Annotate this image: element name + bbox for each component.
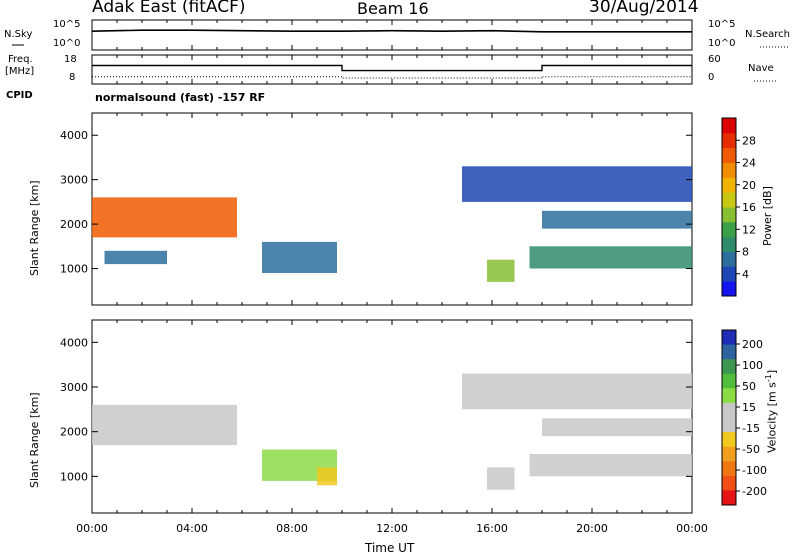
nsearch-tick-bottom: 10^0: [708, 38, 736, 49]
power-region: [104, 250, 167, 265]
power-colorbar-swatch: [722, 221, 736, 238]
y-tick-label: 1000: [60, 263, 88, 276]
power-colorbar-tick-label: 4: [742, 268, 749, 281]
nsky-line: [91, 29, 692, 33]
velocity-colorbar-swatch: [722, 432, 736, 448]
power-colorbar-tick-label: 20: [742, 179, 756, 192]
velocity-colorbar-swatch: [722, 388, 736, 404]
power-colorbar-tick-label: 24: [742, 157, 756, 170]
x-tick-label: 04:00: [176, 522, 208, 535]
x-tick-label: 08:00: [276, 522, 308, 535]
power-colorbar-swatch: [722, 251, 736, 267]
velocity-colorbar-swatch: [722, 344, 736, 360]
power-region: [487, 259, 515, 282]
power-region: [262, 241, 337, 273]
nsearch-label: N.Search: [745, 29, 791, 40]
velocity-colorbar-swatch: [722, 475, 736, 491]
y-tick-label: 3000: [60, 174, 88, 187]
velocity-colorbar-swatch: [722, 373, 736, 389]
x-tick-label: 00:00: [676, 522, 708, 535]
power-colorbar-swatch: [722, 132, 736, 149]
velocity-colorbar-tick-label: 200: [742, 338, 763, 351]
power-colorbar-swatch: [722, 147, 736, 163]
power-colorbar-swatch: [722, 266, 736, 282]
velocity-colorbar-tick-label: 15: [742, 401, 756, 414]
velocity-region: [542, 418, 692, 437]
station-title: Adak East (fitACF): [92, 0, 246, 17]
velocity-region: [92, 404, 237, 446]
x-tick-label: 12:00: [376, 522, 408, 535]
cpid-label: CPID: [6, 90, 33, 101]
x-tick-label: 16:00: [476, 522, 508, 535]
velocity-colorbar-tick-label: -50: [742, 443, 760, 456]
freq-unit-label: [MHz]: [5, 66, 35, 77]
velocity-colorbar-tick-label: 50: [742, 380, 756, 393]
velocity-region: [317, 467, 337, 486]
y-tick-label: 3000: [60, 381, 88, 394]
velocity-colorbar-swatch: [722, 402, 736, 418]
beam-title: Beam 16: [357, 0, 429, 18]
velocity-region: [529, 454, 692, 477]
y-tick-label: 1000: [60, 470, 88, 483]
power-region: [92, 197, 237, 238]
nsky-tick-bottom: 10^0: [53, 38, 81, 49]
cpid-text: normalsound (fast) -157 RF: [95, 91, 266, 104]
y-tick-label: 4000: [60, 336, 88, 349]
velocity-colorbar-swatch: [722, 359, 736, 375]
velocity-colorbar-swatch: [722, 330, 736, 346]
power-region: [462, 166, 692, 202]
nave-tick-top: 60: [708, 54, 721, 65]
nsky-label: N.Sky: [4, 29, 33, 40]
power-colorbar-tick-label: 16: [742, 201, 756, 214]
freq-line: [92, 64, 692, 72]
power-colorbar-swatch: [722, 162, 736, 178]
power-colorbar-tick-label: 8: [742, 246, 749, 259]
nsearch-tick-top: 10^5: [708, 19, 736, 30]
date-title: 30/Aug/2014: [589, 0, 699, 17]
velocity-colorbar-swatch: [722, 490, 736, 506]
freq-tick-bottom: 8: [69, 72, 76, 83]
x-axis-label: Time UT: [365, 541, 415, 555]
y-tick-label: 2000: [60, 426, 88, 439]
velocity-region: [462, 373, 692, 410]
velocity-colorbar-tick-label: -100: [742, 464, 767, 477]
x-tick-label: 20:00: [576, 522, 608, 535]
power-region: [542, 210, 692, 229]
power-colorbar-swatch: [722, 236, 736, 252]
velocity-colorbar-tick-label: 100: [742, 359, 763, 372]
velocity-colorbar-frame: [721, 329, 737, 506]
power-colorbar-swatch: [722, 207, 736, 223]
y-tick-label: 2000: [60, 218, 88, 231]
nave-label: Nave: [748, 63, 774, 74]
power-colorbar-swatch: [722, 281, 736, 297]
power-colorbar-tick-label: 28: [742, 134, 756, 147]
power-colorbar-tick-label: 12: [742, 223, 756, 236]
y-tick-label: 4000: [60, 129, 88, 142]
power-colorbar-swatch: [722, 192, 736, 208]
velocity-region: [487, 467, 515, 490]
velocity-colorbar-swatch: [722, 446, 736, 462]
power-region: [529, 246, 692, 269]
power-colorbar-swatch: [722, 177, 736, 193]
velocity-colorbar-tick-label: -200: [742, 485, 767, 498]
velocity-colorbar-swatch: [722, 417, 736, 433]
nave-tick-bottom: 0: [708, 72, 715, 83]
x-tick-label: 00:00: [76, 522, 108, 535]
nave-line: [92, 76, 692, 79]
power-colorbar-swatch: [722, 118, 736, 134]
freq-tick-top: 18: [64, 54, 77, 65]
nsky-tick-top: 10^5: [53, 19, 81, 30]
velocity-colorbar-swatch: [722, 461, 736, 477]
velocity-colorbar-tick-label: -15: [742, 422, 760, 435]
freq-label: Freq.: [8, 54, 33, 65]
